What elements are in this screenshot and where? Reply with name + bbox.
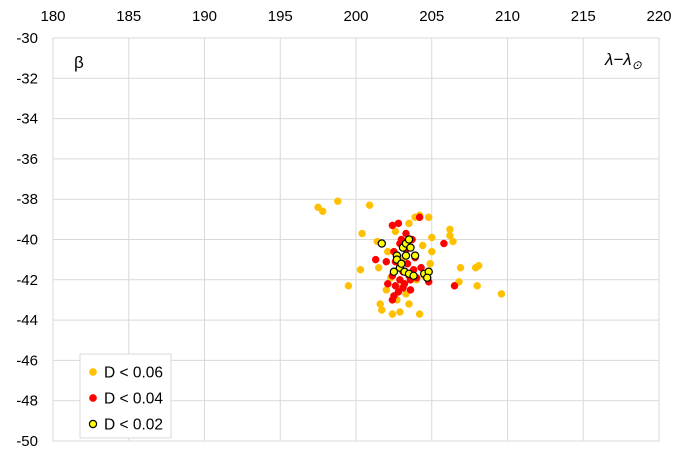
data-point — [334, 197, 342, 205]
data-point — [394, 219, 403, 228]
x-axis-label-subscript: ⊙ — [632, 58, 643, 72]
legend-label: D < 0.02 — [104, 417, 163, 434]
y-axis-ticks: -30 -32 -34 -36 -38 -40 -42 -44 -46 -48 -50 — [16, 30, 38, 450]
y-tick-label: -32 — [16, 70, 38, 87]
data-point — [356, 265, 365, 274]
x-tick-label: 195 — [268, 8, 293, 25]
series-3 — [377, 235, 433, 282]
x-tick-label: 200 — [343, 8, 368, 25]
data-point — [497, 290, 506, 298]
legend-marker — [88, 419, 98, 429]
data-point — [428, 247, 436, 256]
data-point — [406, 243, 415, 252]
y-tick-label: -46 — [16, 352, 38, 369]
data-point — [450, 282, 459, 290]
data-points — [314, 197, 506, 318]
y-tick-label: -34 — [16, 111, 38, 128]
data-point — [405, 219, 413, 228]
data-point — [440, 239, 448, 248]
data-point — [358, 229, 366, 238]
data-point — [473, 282, 481, 290]
data-point — [371, 255, 380, 264]
y-tick-label: -48 — [16, 393, 38, 410]
data-point — [388, 310, 397, 318]
data-point — [396, 308, 404, 316]
data-point — [391, 227, 400, 236]
y-tick-label: -44 — [16, 312, 38, 329]
data-point — [424, 213, 433, 222]
y-tick-label: -38 — [16, 191, 38, 208]
y-tick-label: -36 — [16, 151, 38, 168]
data-point — [382, 286, 391, 294]
x-tick-label: 210 — [495, 8, 520, 25]
data-point — [405, 300, 413, 308]
data-point — [474, 261, 483, 270]
data-point — [399, 284, 407, 292]
data-point — [406, 286, 415, 294]
data-point — [428, 233, 436, 242]
data-point — [382, 257, 391, 266]
data-point — [415, 310, 424, 318]
x-axis-label-main: λ−λ — [604, 50, 632, 69]
y-tick-label: -40 — [16, 232, 38, 249]
legend: D < 0.06 D < 0.04 D < 0.02 — [79, 353, 172, 439]
y-tick-label: -50 — [16, 433, 38, 450]
data-point — [418, 241, 427, 250]
data-point — [409, 271, 418, 280]
x-tick-label: 185 — [116, 8, 141, 25]
data-point — [410, 251, 420, 260]
data-point — [423, 273, 432, 282]
data-point — [397, 259, 406, 268]
legend-label: D < 0.04 — [104, 391, 163, 408]
data-point — [378, 306, 386, 314]
data-point — [384, 280, 392, 288]
x-tick-label: 180 — [40, 8, 65, 25]
y-axis-label: β — [74, 53, 84, 72]
data-point — [449, 237, 457, 246]
data-point — [318, 207, 327, 216]
data-point — [446, 231, 454, 240]
x-tick-label: 205 — [419, 8, 444, 25]
data-point — [377, 239, 386, 248]
data-point — [415, 213, 424, 222]
data-point — [388, 296, 397, 304]
data-point — [389, 267, 399, 276]
x-axis-label: λ−λ⊙ — [604, 50, 643, 72]
data-point — [401, 251, 411, 260]
data-point — [404, 235, 414, 244]
legend-marker — [89, 368, 97, 376]
data-point — [391, 282, 400, 290]
legend-label: D < 0.06 — [104, 365, 163, 382]
plot-area-border — [52, 37, 660, 442]
y-tick-label: -42 — [16, 272, 38, 289]
y-tick-label: -30 — [16, 30, 38, 47]
data-point — [456, 263, 465, 272]
data-point — [374, 263, 383, 272]
data-point — [365, 201, 374, 209]
x-tick-label: 215 — [571, 8, 596, 25]
legend-marker — [89, 394, 97, 402]
x-tick-label: 190 — [192, 8, 217, 25]
x-axis-ticks: 180 185 190 195 200 205 210 215 220 — [40, 8, 671, 25]
data-point — [344, 282, 353, 290]
data-point — [426, 259, 434, 268]
x-tick-label: 220 — [646, 8, 671, 25]
